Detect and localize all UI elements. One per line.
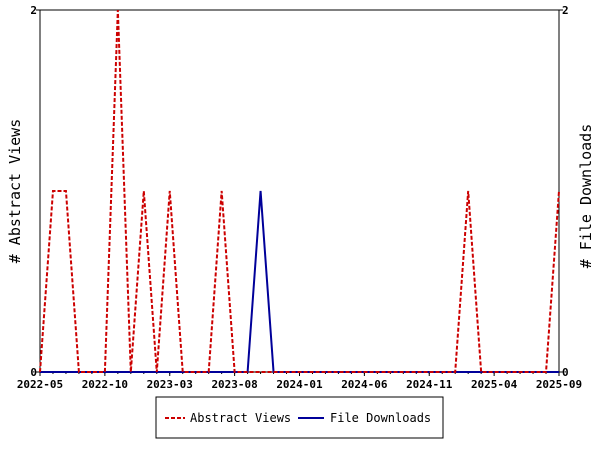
y-axis: 02 [30, 4, 40, 379]
y2-tick-label: 2 [562, 4, 569, 17]
y2-tick-label: 0 [562, 366, 569, 379]
plot-area [39, 9, 560, 373]
x-tick-label: 2023-03 [147, 378, 193, 391]
x-tick-label: 2022-05 [17, 378, 63, 391]
legend-label-abstract-views: Abstract Views [190, 411, 291, 425]
series-layer [39, 9, 560, 373]
y2-axis-title: # File Downloads [577, 124, 595, 269]
x-tick-label: 2025-09 [536, 378, 582, 391]
x-tick-label: 2022-10 [82, 378, 128, 391]
legend: Abstract Views File Downloads [155, 396, 444, 439]
x-tick-label: 2023-08 [211, 378, 257, 391]
x-tick-label: 2024-01 [276, 378, 323, 391]
y-axis-title: # Abstract Views [6, 119, 24, 264]
x-tick-label: 2025-04 [471, 378, 518, 391]
x-tick-label: 2024-11 [406, 378, 453, 391]
x-tick-label: 2024-06 [341, 378, 388, 391]
y-tick-label: 2 [30, 4, 37, 17]
y-tick-label: 0 [30, 366, 37, 379]
y2-axis: 02 [559, 4, 569, 379]
x-axis: 2022-05 2022-10 2023-03 2023-08 2024-01 2024-… [17, 372, 582, 391]
legend-label-file-downloads: File Downloads [330, 411, 431, 425]
series-line-abstract-views [39, 9, 560, 373]
